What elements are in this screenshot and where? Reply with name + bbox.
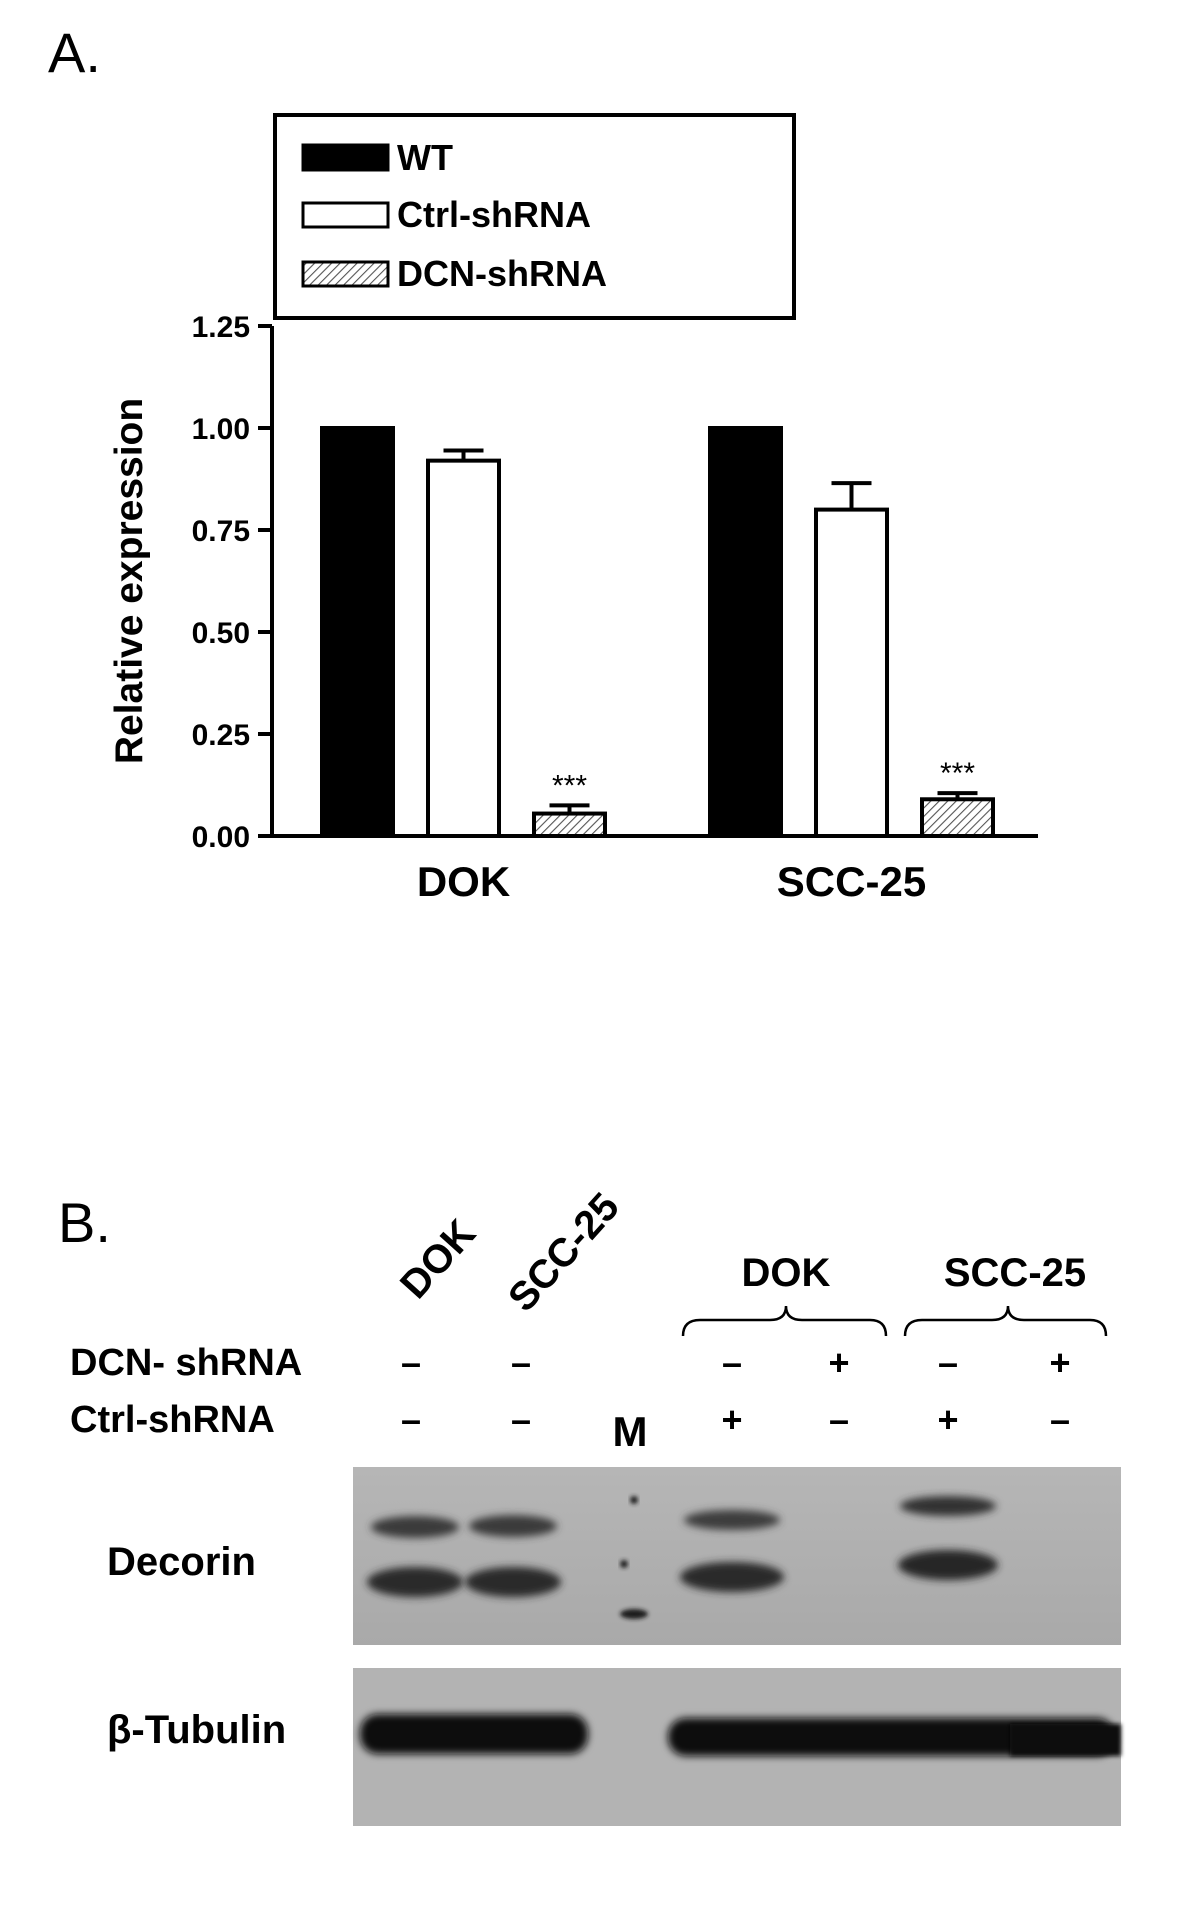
bar-ctrl-shrna-scc-25	[814, 507, 889, 838]
condition-symbol: –	[722, 1342, 742, 1383]
row-label-dcn-shrna: DCN- shRNA	[70, 1342, 302, 1384]
condition-symbol: –	[401, 1342, 421, 1383]
legend-label-ctrl: Ctrl-shRNA	[397, 194, 591, 235]
legend-label-wt: WT	[397, 137, 453, 178]
y-axis-label: Relative expression	[108, 398, 151, 764]
bar-wt-dok	[320, 426, 395, 838]
bar-dcn-shrna-scc-25	[920, 797, 995, 839]
chart-axes: 0.00 0.25 0.50 0.75 1.00 1.25 Relative expres…	[108, 311, 1038, 854]
group-header-scc25: SCC-25	[944, 1251, 1086, 1295]
y-tick-label: 0.75	[192, 515, 250, 548]
blot-label-decorin: Decorin	[107, 1540, 256, 1584]
condition-symbol: +	[937, 1399, 958, 1440]
condition-values: – – – + – + – – M + – + –	[401, 1342, 1071, 1455]
legend-swatch-ctrl	[301, 201, 390, 229]
x-category-label: SCC-25	[777, 858, 926, 905]
condition-symbol: –	[511, 1342, 531, 1383]
condition-symbol: –	[401, 1399, 421, 1440]
condition-symbol: +	[828, 1342, 849, 1383]
blot-beta-tubulin	[353, 1668, 1121, 1826]
bar-ctrl-shrna-dok	[426, 458, 501, 838]
chart-legend: WT Ctrl-shRNA DCN-shRNA	[273, 113, 796, 320]
legend-swatch-wt	[301, 143, 390, 172]
blot-label-beta-tubulin: β-Tubulin	[107, 1708, 286, 1752]
legend-swatch-dcn	[301, 260, 390, 288]
significance-label: ***	[940, 757, 975, 790]
significance-label: ***	[552, 769, 587, 802]
legend-label-dcn: DCN-shRNA	[397, 253, 607, 294]
y-tick-label: 0.50	[192, 617, 250, 650]
condition-symbol: –	[511, 1399, 531, 1440]
y-tick-label: 0.25	[192, 719, 250, 752]
y-tick-label: 0.00	[192, 821, 250, 854]
condition-symbol: –	[938, 1342, 958, 1383]
condition-symbol: +	[1049, 1342, 1070, 1383]
x-categories: DOK SCC-25	[417, 858, 926, 905]
blot-decorin	[353, 1467, 1121, 1645]
y-ticks: 0.00 0.25 0.50 0.75 1.00 1.25	[192, 311, 272, 854]
group-header-dok: DOK	[742, 1251, 831, 1295]
condition-symbol: –	[1050, 1399, 1070, 1440]
panel-b-label: B.	[58, 1191, 111, 1254]
lane-header-scc25: SCC-25	[500, 1185, 628, 1320]
condition-symbol: –	[829, 1399, 849, 1440]
brace-scc25	[903, 1305, 1108, 1337]
bar-wt-scc-25	[708, 426, 783, 838]
row-label-ctrl-shrna: Ctrl-shRNA	[70, 1399, 275, 1441]
x-category-label: DOK	[417, 858, 510, 905]
y-tick-label: 1.25	[192, 311, 250, 344]
lane-header-dok: DOK	[392, 1211, 484, 1307]
y-tick-label: 1.00	[192, 413, 250, 446]
bar-dcn-shrna-dok	[532, 811, 607, 838]
panel-a-label: A.	[48, 21, 101, 84]
brace-dok	[681, 1305, 888, 1337]
marker-lane-label: M	[613, 1408, 648, 1455]
condition-symbol: +	[721, 1399, 742, 1440]
chart-bars: *** ***	[320, 426, 995, 839]
